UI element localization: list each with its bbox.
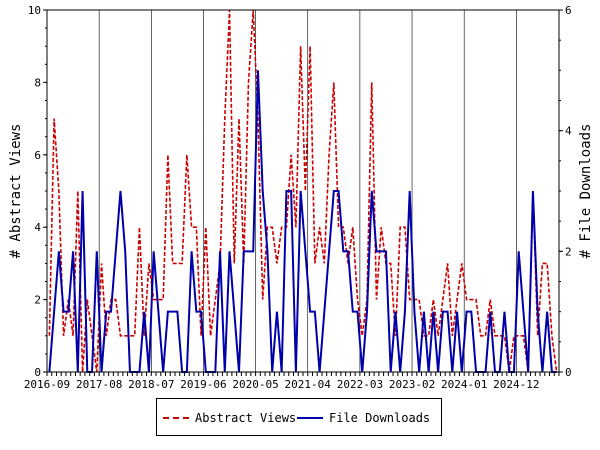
y2-axis-title: # File Downloads (578, 124, 594, 259)
x-tick-label: 2023-02 (389, 378, 435, 391)
y-tick-label: 8 (34, 76, 41, 89)
y-tick-label: 4 (34, 221, 41, 234)
series-layer (48, 9, 558, 373)
legend-item-abstract-views: Abstract Views (163, 410, 296, 426)
y-axis-title: # Abstract Views (8, 124, 24, 259)
x-tick-label: 2018-07 (128, 378, 174, 391)
y2-tick-label: 4 (565, 125, 572, 138)
abstract-views-line (48, 9, 558, 373)
legend-label-abstract-views: Abstract Views (195, 411, 297, 425)
legend-item-file-downloads: File Downloads (297, 410, 430, 426)
legend-swatch-file-downloads (297, 417, 323, 419)
x-tick-label: 2020-05 (232, 378, 278, 391)
y-tick-label: 6 (34, 149, 41, 162)
y2-tick-label: 6 (565, 4, 572, 17)
y2-tick-label: 0 (565, 366, 572, 379)
x-tick-label: 2021-04 (285, 378, 332, 391)
x-tick-label: 2024-12 (493, 378, 539, 391)
y-tick-label: 2 (34, 294, 41, 307)
legend-label-file-downloads: File Downloads (329, 411, 431, 425)
y-tick-label: 10 (28, 4, 41, 17)
y-tick-label: 0 (34, 366, 41, 379)
x-tick-label: 2017-08 (76, 378, 122, 391)
legend-swatch-abstract-views (163, 417, 189, 419)
axes: 2016-09 2017-08 2018-07 2019-06 2020-05 2021-… (24, 4, 572, 391)
plot-frame (46, 9, 560, 373)
y2-tick-label: 2 (565, 245, 572, 258)
x-tick-label: 2019-06 (180, 378, 226, 391)
x-tick-label: 2022-03 (337, 378, 383, 391)
x-tick-label: 2024-01 (441, 378, 487, 391)
x-tick-label: 2016-09 (24, 378, 70, 391)
legend: Abstract Views File Downloads (156, 398, 442, 436)
